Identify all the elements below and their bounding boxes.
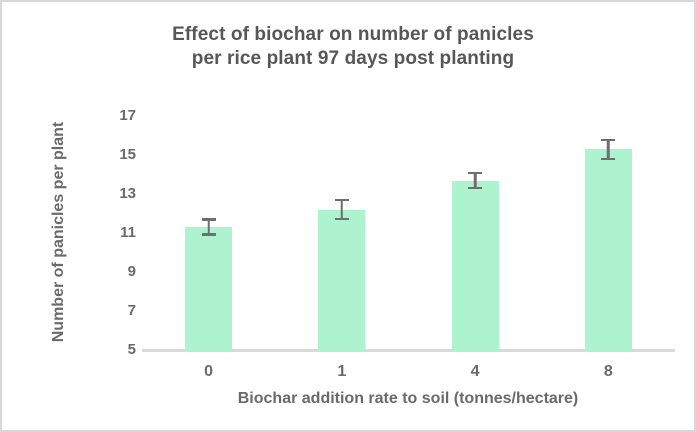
y-tick-label-7: 7 <box>127 301 136 319</box>
error-bar-part <box>601 157 616 161</box>
error-bar-8 <box>601 138 616 161</box>
x-axis-line <box>142 349 675 352</box>
y-tick-label-13: 13 <box>119 185 136 203</box>
error-bar-part <box>207 218 210 236</box>
x-tick-label-4: 4 <box>470 363 480 380</box>
error-bar-part <box>201 233 216 236</box>
y-tick-label-5: 5 <box>127 340 136 358</box>
bar-0 <box>185 227 233 352</box>
y-tick-label-11: 11 <box>120 223 136 241</box>
error-bar-1 <box>334 198 349 221</box>
x-tick-label-1: 1 <box>337 363 347 380</box>
x-tick-label-0: 0 <box>204 363 214 380</box>
chart-title: Effect of biochar on number of panicles … <box>172 23 534 71</box>
y-tick-label-15: 15 <box>119 146 136 164</box>
bar-8 <box>584 149 632 352</box>
chart-title-line2: per rice plant 97 days post planting <box>191 48 515 69</box>
y-axis-title: Number of panicles per plant <box>50 121 67 343</box>
error-bar-0 <box>201 218 216 236</box>
error-bar-part <box>468 186 483 190</box>
y-tick-label-9: 9 <box>127 262 136 280</box>
error-bar-part <box>334 217 349 221</box>
error-bar-4 <box>468 171 483 190</box>
y-tick-label-17: 17 <box>119 107 136 125</box>
x-tick-label-8: 8 <box>603 363 613 380</box>
x-axis-title: Biochar addition rate to soil (tonnes/he… <box>237 390 579 407</box>
bar-1 <box>318 209 366 352</box>
error-bar-part <box>607 138 610 161</box>
error-bar-part <box>340 198 344 221</box>
chart-title-line1: Effect of biochar on number of panicles <box>172 24 534 45</box>
bar-4 <box>451 180 499 352</box>
error-bar-part <box>473 171 477 190</box>
